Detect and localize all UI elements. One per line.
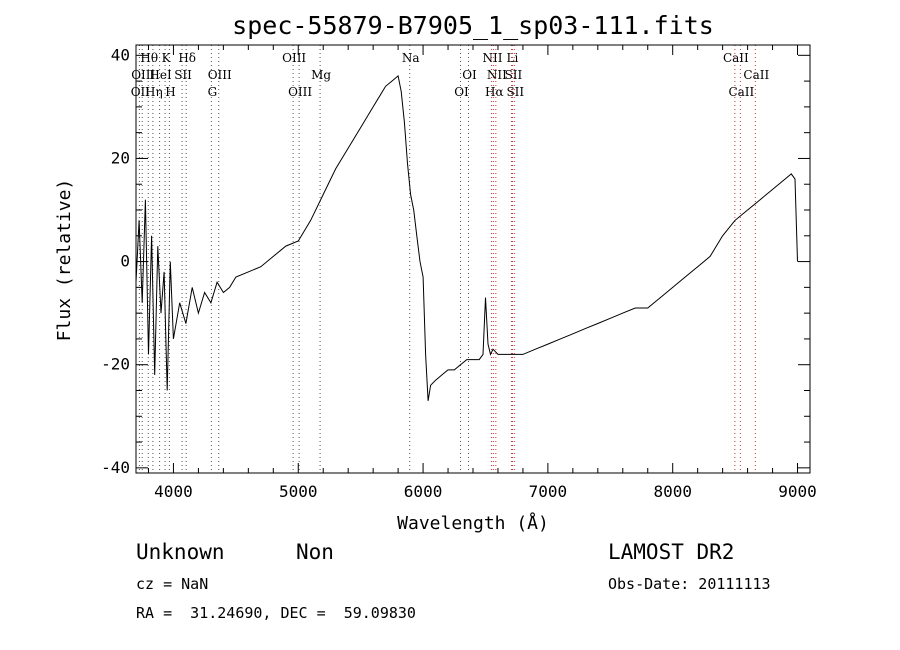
spectral-line-label: Na — [402, 51, 420, 65]
x-tick-label: 4000 — [154, 482, 193, 501]
spectrum-series — [135, 74, 798, 401]
spectral-line-label: G — [208, 85, 218, 99]
spectral-line-label: HeI — [149, 68, 172, 82]
spectral-line-label: NII — [487, 68, 507, 82]
x-tick-label: 5000 — [279, 482, 318, 501]
spectral-line-label: OII — [131, 85, 151, 99]
observation-date: Obs-Date: 20111113 — [608, 575, 771, 593]
spectral-line-label: Li — [507, 51, 519, 65]
spectral-line-label: Hθ — [140, 51, 158, 65]
spectral-line-label: Hη — [145, 85, 163, 99]
x-tick-label: 7000 — [529, 482, 568, 501]
spectral-line-label: Hα — [485, 85, 504, 99]
spectral-line-label: NII — [482, 51, 502, 65]
y-tick-label: -20 — [101, 355, 130, 374]
spectral-line-label: SII — [506, 85, 524, 99]
spectral-line-label: Hδ — [178, 51, 196, 65]
y-tick-label: 0 — [120, 252, 130, 271]
spectral-line-label: OIII — [208, 68, 232, 82]
spectral-line-label: Mg — [311, 68, 331, 82]
spectral-line-label: OI — [454, 85, 469, 99]
spectral-line-label: SII — [174, 68, 192, 82]
spectral-line-label: OI — [462, 68, 477, 82]
y-tick-label: 20 — [111, 148, 130, 167]
object-class: Unknown — [136, 540, 225, 564]
x-axis-label: Wavelength (Å) — [397, 512, 549, 534]
x-tick-label: 8000 — [653, 482, 692, 501]
coordinates: RA = 31.24690, DEC = 59.09830 — [136, 604, 416, 622]
redshift-cz: cz = NaN — [136, 575, 209, 593]
y-tick-label: -40 — [101, 458, 130, 477]
y-tick-label: 40 — [111, 45, 130, 64]
spectral-line-label: OIII — [131, 68, 155, 82]
spectral-line-label: K — [162, 51, 172, 65]
chart-title: spec-55879-B7905_1_sp03-111.fits — [232, 11, 714, 40]
axis-ticks: 4000 5000 6000 7000 8000 9000 -40 -20 0 20 40 — [101, 45, 817, 501]
object-subclass: Non — [296, 540, 334, 564]
spectral-line-labels: OII OIII Hθ Hη HeI K H SII Hδ G OIII OIII OIII Mg Na OI… — [131, 51, 770, 99]
spectral-line-label: OIII — [288, 85, 312, 99]
spectral-lines — [138, 45, 756, 473]
x-tick-label: 6000 — [404, 482, 443, 501]
spectral-line-label: CaII — [728, 85, 754, 99]
spectral-line-label: OIII — [282, 51, 306, 65]
spectral-line-label: CaII — [723, 51, 749, 65]
spectral-line-label: CaII — [743, 68, 769, 82]
x-tick-label: 9000 — [778, 482, 817, 501]
plot-frame — [135, 44, 811, 474]
spectral-line-label: H — [165, 85, 175, 99]
survey-name: LAMOST DR2 — [608, 540, 735, 564]
spectral-line-label: SII — [505, 68, 523, 82]
y-axis-label: Flux (relative) — [54, 179, 75, 342]
